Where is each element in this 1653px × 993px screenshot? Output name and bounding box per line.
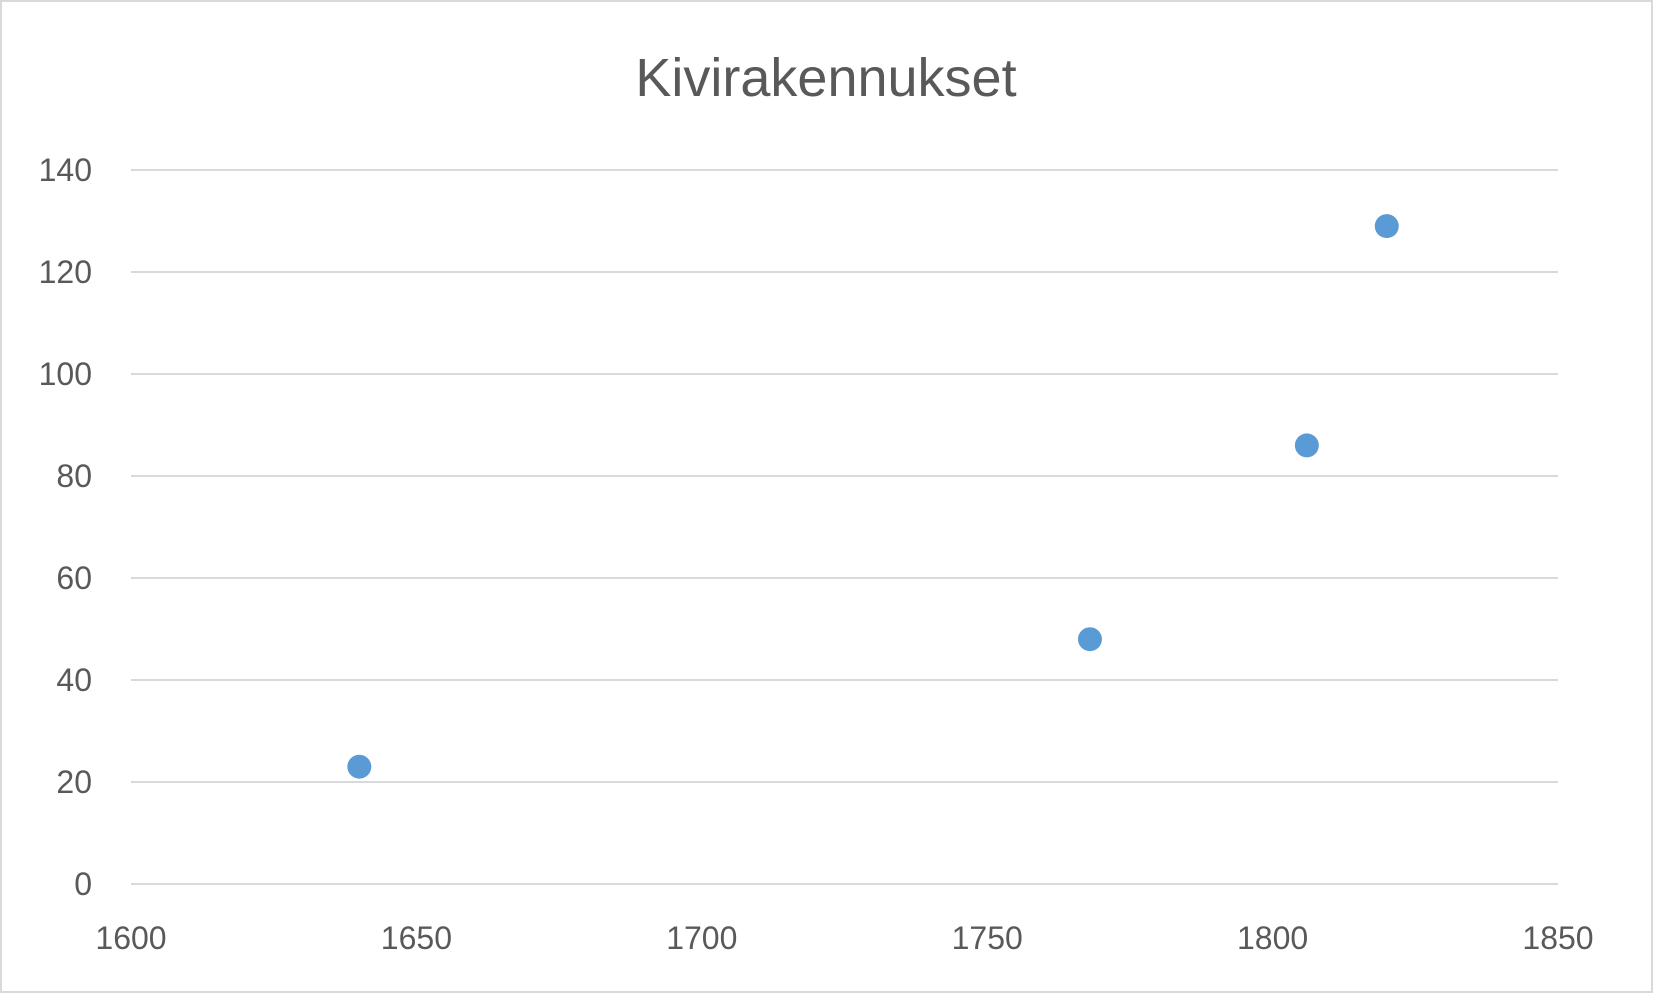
y-tick-label: 120	[39, 254, 92, 290]
data-point	[347, 754, 372, 779]
chart-title: Kivirakennukset	[635, 48, 1016, 108]
grid-lines	[131, 169, 1558, 885]
x-tick-label: 1850	[1522, 920, 1593, 956]
data-point	[1077, 627, 1102, 652]
x-tick-label: 1700	[666, 920, 737, 956]
y-tick-label: 140	[39, 152, 92, 188]
data-points	[347, 214, 1399, 779]
y-axis-ticks: 0 20 40 60 80 100 120 140	[39, 152, 92, 902]
x-axis-ticks: 1600 1650 1700 1750 1800 1850	[95, 920, 1593, 956]
y-tick-label: 40	[56, 662, 92, 698]
y-tick-label: 60	[56, 560, 92, 596]
x-tick-label: 1750	[952, 920, 1023, 956]
y-tick-label: 0	[74, 866, 92, 902]
x-tick-label: 1600	[95, 920, 166, 956]
y-tick-label: 100	[39, 356, 92, 392]
data-point	[1294, 433, 1319, 458]
y-tick-label: 80	[56, 458, 92, 494]
data-point	[1374, 214, 1399, 239]
x-tick-label: 1800	[1237, 920, 1308, 956]
y-tick-label: 20	[56, 764, 92, 800]
x-tick-label: 1650	[381, 920, 452, 956]
